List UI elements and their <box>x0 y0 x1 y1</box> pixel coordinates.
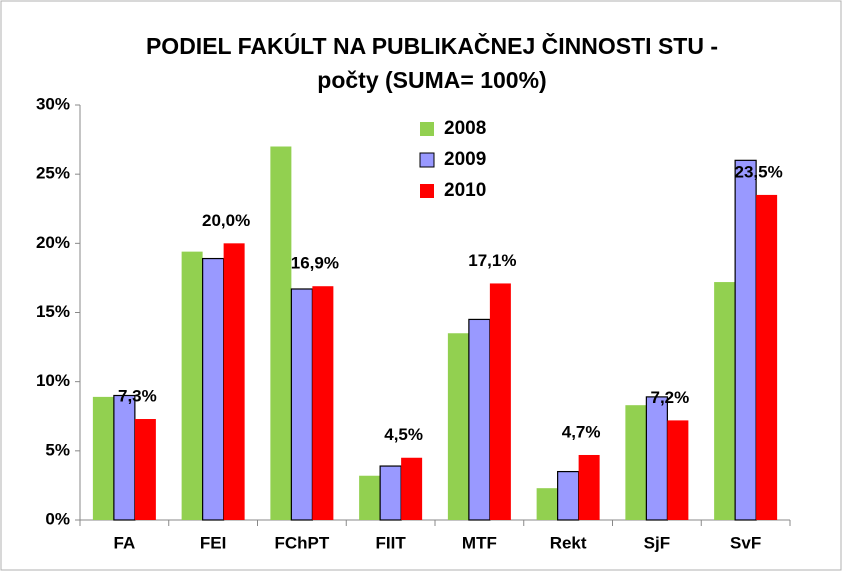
data-label: 16,9% <box>291 254 339 273</box>
y-tick-label: 10% <box>36 371 70 390</box>
bar <box>359 475 381 520</box>
chart-title: počty (SUMA= 100%) <box>317 67 546 93</box>
x-tick-label: SjF <box>644 533 670 552</box>
bar <box>379 465 402 521</box>
bar <box>468 318 491 521</box>
bar <box>181 251 203 520</box>
bar <box>401 457 423 520</box>
legend-label: 2010 <box>444 180 486 201</box>
x-tick-label: FA <box>114 533 136 552</box>
bar <box>714 282 736 520</box>
bar <box>290 288 313 521</box>
chart-title: PODIEL FAKÚLT NA PUBLIKAČNEJ ČINNOSTI ST… <box>146 32 718 59</box>
bar <box>557 470 580 521</box>
x-tick-label: Rekt <box>550 533 587 552</box>
x-tick-label: FIIT <box>376 533 407 552</box>
bar <box>134 419 156 520</box>
bar <box>312 286 334 520</box>
x-tick-label: MTF <box>462 533 497 552</box>
bar <box>113 394 136 521</box>
bar <box>756 194 778 520</box>
x-tick-label: SvF <box>730 533 761 552</box>
y-tick-label: 0% <box>45 509 70 528</box>
bar <box>667 420 689 520</box>
bar <box>92 396 114 520</box>
legend-swatch <box>420 122 434 136</box>
y-tick-label: 15% <box>36 302 70 321</box>
data-label: 4,7% <box>562 422 601 441</box>
legend-label: 2008 <box>444 118 486 139</box>
legend-swatch <box>420 184 434 198</box>
data-label: 7,2% <box>651 388 690 407</box>
x-tick-label: FEI <box>200 533 226 552</box>
data-label: 17,1% <box>468 251 516 270</box>
x-tick-label: FChPT <box>274 533 329 552</box>
bar <box>578 454 600 520</box>
legend-label: 2009 <box>444 149 486 170</box>
data-label: 23,5% <box>735 162 783 181</box>
bar <box>202 257 225 521</box>
data-label: 4,5% <box>384 425 423 444</box>
data-label: 7,3% <box>118 387 157 406</box>
bar <box>223 243 245 521</box>
y-tick-label: 20% <box>36 233 70 252</box>
legend-swatch <box>419 152 435 168</box>
data-label: 20,0% <box>202 211 250 230</box>
y-tick-label: 5% <box>45 440 70 459</box>
bar <box>536 488 558 520</box>
bar <box>489 283 511 520</box>
bar <box>447 333 469 520</box>
bar <box>625 405 647 520</box>
y-tick-label: 30% <box>36 94 70 113</box>
bar <box>270 146 292 520</box>
y-tick-label: 25% <box>36 164 70 183</box>
bar <box>645 396 668 521</box>
bar <box>734 159 757 521</box>
